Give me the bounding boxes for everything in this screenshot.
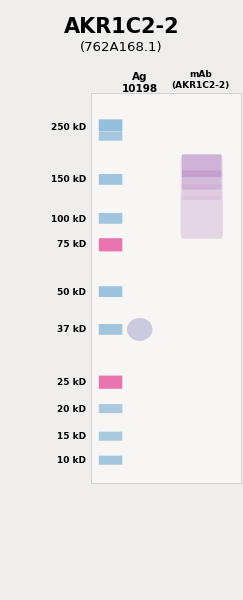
FancyBboxPatch shape [91, 93, 241, 483]
Text: 75 kD: 75 kD [57, 240, 86, 250]
FancyBboxPatch shape [99, 131, 122, 140]
Text: AKR1C2-2: AKR1C2-2 [64, 17, 179, 37]
Text: 25 kD: 25 kD [57, 379, 86, 388]
Text: 250 kD: 250 kD [51, 122, 86, 131]
Text: 20 kD: 20 kD [57, 404, 86, 414]
Text: (762A168.1): (762A168.1) [80, 41, 163, 55]
FancyBboxPatch shape [99, 456, 122, 464]
FancyBboxPatch shape [182, 184, 222, 200]
Text: mAb
(AKR1C2-2): mAb (AKR1C2-2) [171, 70, 230, 90]
FancyBboxPatch shape [99, 286, 122, 297]
Text: 37 kD: 37 kD [57, 325, 86, 335]
Text: 100 kD: 100 kD [51, 214, 86, 223]
Text: Ag
10198: Ag 10198 [122, 71, 158, 94]
FancyBboxPatch shape [99, 324, 122, 335]
FancyBboxPatch shape [99, 404, 122, 413]
FancyBboxPatch shape [182, 154, 222, 177]
FancyBboxPatch shape [182, 170, 222, 190]
Text: 15 kD: 15 kD [57, 432, 86, 441]
FancyBboxPatch shape [99, 376, 122, 389]
FancyBboxPatch shape [99, 432, 122, 440]
FancyBboxPatch shape [99, 119, 122, 131]
Text: 50 kD: 50 kD [57, 287, 86, 296]
FancyBboxPatch shape [99, 213, 122, 224]
FancyBboxPatch shape [99, 238, 122, 251]
Text: 10 kD: 10 kD [57, 456, 86, 466]
Text: 150 kD: 150 kD [51, 175, 86, 185]
FancyBboxPatch shape [180, 155, 223, 239]
Ellipse shape [127, 318, 152, 341]
FancyBboxPatch shape [181, 196, 223, 238]
FancyBboxPatch shape [99, 174, 122, 185]
